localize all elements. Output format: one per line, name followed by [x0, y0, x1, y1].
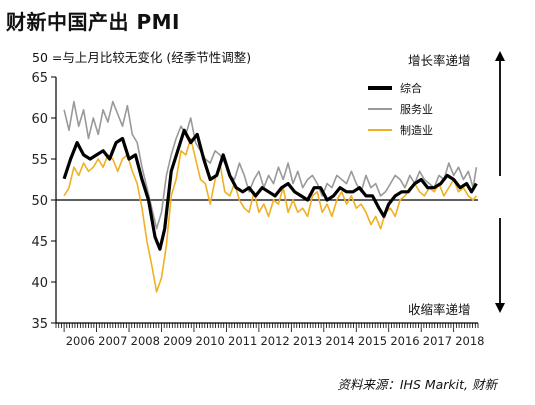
source-note: 资料来源：IHS Markit, 财新 [337, 377, 497, 392]
series-line-services [63, 100, 478, 230]
x-tick-label: 2008 [131, 334, 160, 348]
x-tick-label: 2012 [260, 334, 289, 348]
y-tick-label: 45 [31, 235, 48, 250]
y-tick-label: 40 [31, 276, 48, 291]
x-tick-label: 2011 [228, 334, 257, 348]
y-tick-label: 65 [31, 71, 48, 86]
x-tick-label: 2010 [196, 334, 225, 348]
chart-title: 财新中国产出 PMI [6, 10, 180, 34]
x-tick-label: 2018 [455, 334, 484, 348]
legend-label-services: 服务业 [400, 103, 433, 116]
series-layer [62, 100, 478, 293]
x-tick-label: 2017 [423, 334, 452, 348]
chart-subtitle: 50 =与上月比较无变化 (经季节性调整) [32, 50, 252, 65]
y-tick-label: 50 [31, 194, 48, 209]
y-tick-label: 55 [31, 153, 48, 168]
legend-label-manufacturing: 制造业 [400, 123, 433, 137]
y-tick-label: 35 [31, 317, 48, 332]
x-tick-label: 2006 [66, 334, 95, 348]
series-line-manufacturing [63, 137, 478, 293]
x-tick-label: 2013 [293, 334, 322, 348]
legend-label-composite: 综合 [400, 81, 422, 95]
x-tick-label: 2015 [358, 334, 387, 348]
x-tick-label: 2016 [390, 334, 419, 348]
y-tick-label: 60 [31, 112, 48, 127]
x-tick-label: 2014 [325, 334, 354, 348]
x-tick-label: 2007 [98, 334, 127, 348]
x-tick-label: 2009 [163, 334, 192, 348]
up-arrow-label: 增长率递增 [408, 53, 471, 68]
series-line-composite [62, 128, 478, 251]
down-arrow-label: 收缩率递增 [408, 302, 471, 317]
